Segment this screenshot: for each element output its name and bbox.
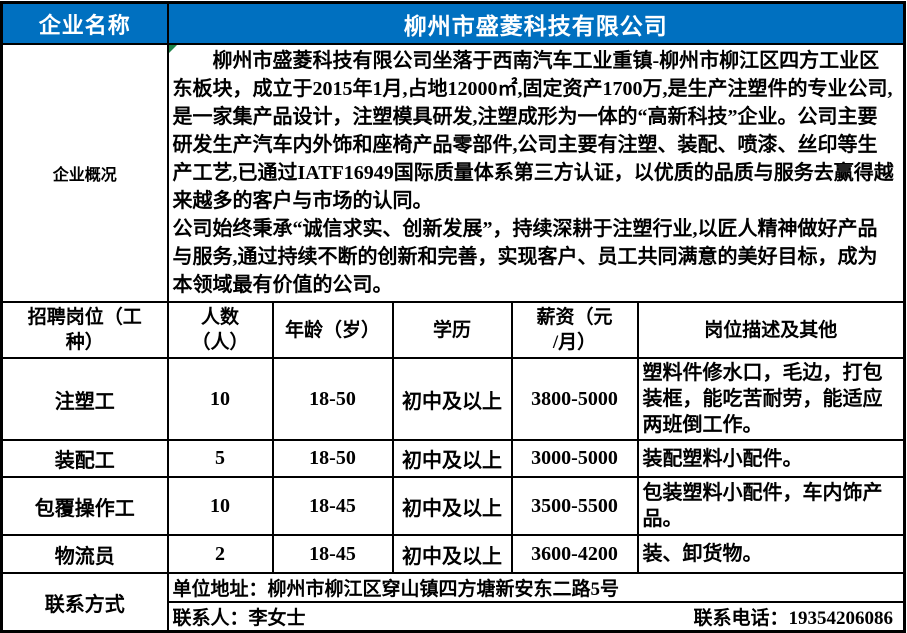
- contact-address: 单位地址：柳州市柳江区穿山镇四方塘新安东二路5号: [166, 572, 906, 603]
- table-row: 装配工 5 18-50 初中及以上 3000-5000 装配塑料小配件。: [0, 439, 906, 478]
- job-description: 装配塑料小配件。: [636, 439, 906, 478]
- header-description: 岗位描述及其他: [636, 301, 906, 359]
- contact-person: 联系人：李女士: [172, 608, 306, 629]
- job-age: 18-45: [271, 476, 394, 536]
- job-education: 初中及以上: [391, 439, 513, 478]
- company-title-row: 企业名称 柳州市盛菱科技有限公司: [0, 1, 906, 45]
- header-age: 年龄（岁）: [271, 301, 394, 359]
- job-education: 初中及以上: [391, 357, 513, 441]
- header-salary: 薪资（元 /月）: [510, 301, 639, 359]
- job-education: 初中及以上: [391, 476, 513, 536]
- profile-paragraph-2: 公司始终秉承“诚信求实、创新发展”，持续深耕于注塑行业,以匠人精神做好产品与服务…: [172, 218, 878, 296]
- job-count: 5: [166, 439, 274, 478]
- header-position: 招聘岗位（工 种）: [0, 301, 169, 359]
- contact-person-phone-cell: 联系人：李女士 联系电话：19354206086: [166, 601, 906, 633]
- header-education: 学历: [391, 301, 513, 359]
- job-count: 10: [166, 476, 274, 536]
- job-description: 包装塑料小配件，车内饰产品。: [636, 476, 906, 536]
- job-salary: 3800-5000: [510, 357, 639, 441]
- job-salary: 3600-4200: [510, 534, 639, 574]
- job-title: 装配工: [0, 439, 169, 478]
- table-row: 注塑工 10 18-50 初中及以上 3800-5000 塑料件修水口，毛边，打…: [0, 357, 906, 441]
- contact-label: 联系方式: [0, 572, 169, 633]
- table-row: 包覆操作工 10 18-45 初中及以上 3500-5500 包装塑料小配件，车…: [0, 476, 906, 536]
- job-title: 物流员: [0, 534, 169, 574]
- contact-phone: 联系电话：19354206086: [693, 608, 894, 629]
- cell-error-triangle-icon: [169, 46, 177, 53]
- table-row: 物流员 2 18-45 初中及以上 3600-4200 装、卸货物。: [0, 534, 906, 574]
- company-profile-text: 柳州市盛菱科技有限公司坐落于西南汽车工业重镇-柳州市柳江区四方工业区东板块，成立…: [166, 43, 906, 303]
- job-count: 2: [166, 534, 274, 574]
- job-education: 初中及以上: [391, 534, 513, 574]
- company-name: 柳州市盛菱科技有限公司: [166, 1, 906, 45]
- job-age: 18-50: [271, 357, 394, 441]
- job-count: 10: [166, 357, 274, 441]
- job-salary: 3500-5500: [510, 476, 639, 536]
- profile-paragraph-1: 柳州市盛菱科技有限公司坐落于西南汽车工业重镇-柳州市柳江区四方工业区东板块，成立…: [172, 50, 894, 212]
- job-age: 18-50: [271, 439, 394, 478]
- contact-address-row: 联系方式 单位地址：柳州市柳江区穿山镇四方塘新安东二路5号: [0, 572, 906, 633]
- company-name-label: 企业名称: [0, 1, 169, 45]
- job-table-header-row: 招聘岗位（工 种） 人数 （人） 年龄（岁） 学历 薪资（元 /月） 岗位描述及…: [0, 301, 906, 359]
- job-title: 注塑工: [0, 357, 169, 441]
- job-age: 18-45: [271, 534, 394, 574]
- company-profile-label: 企业概况: [0, 43, 169, 303]
- job-description: 装、卸货物。: [636, 534, 906, 574]
- job-description: 塑料件修水口，毛边，打包装框，能吃苦耐劳，能适应两班倒工作。: [636, 357, 906, 441]
- job-salary: 3000-5000: [510, 439, 639, 478]
- job-title: 包覆操作工: [0, 476, 169, 536]
- header-count: 人数 （人）: [166, 301, 274, 359]
- company-profile-row: 企业概况 柳州市盛菱科技有限公司坐落于西南汽车工业重镇-柳州市柳江区四方工业区东…: [0, 43, 906, 303]
